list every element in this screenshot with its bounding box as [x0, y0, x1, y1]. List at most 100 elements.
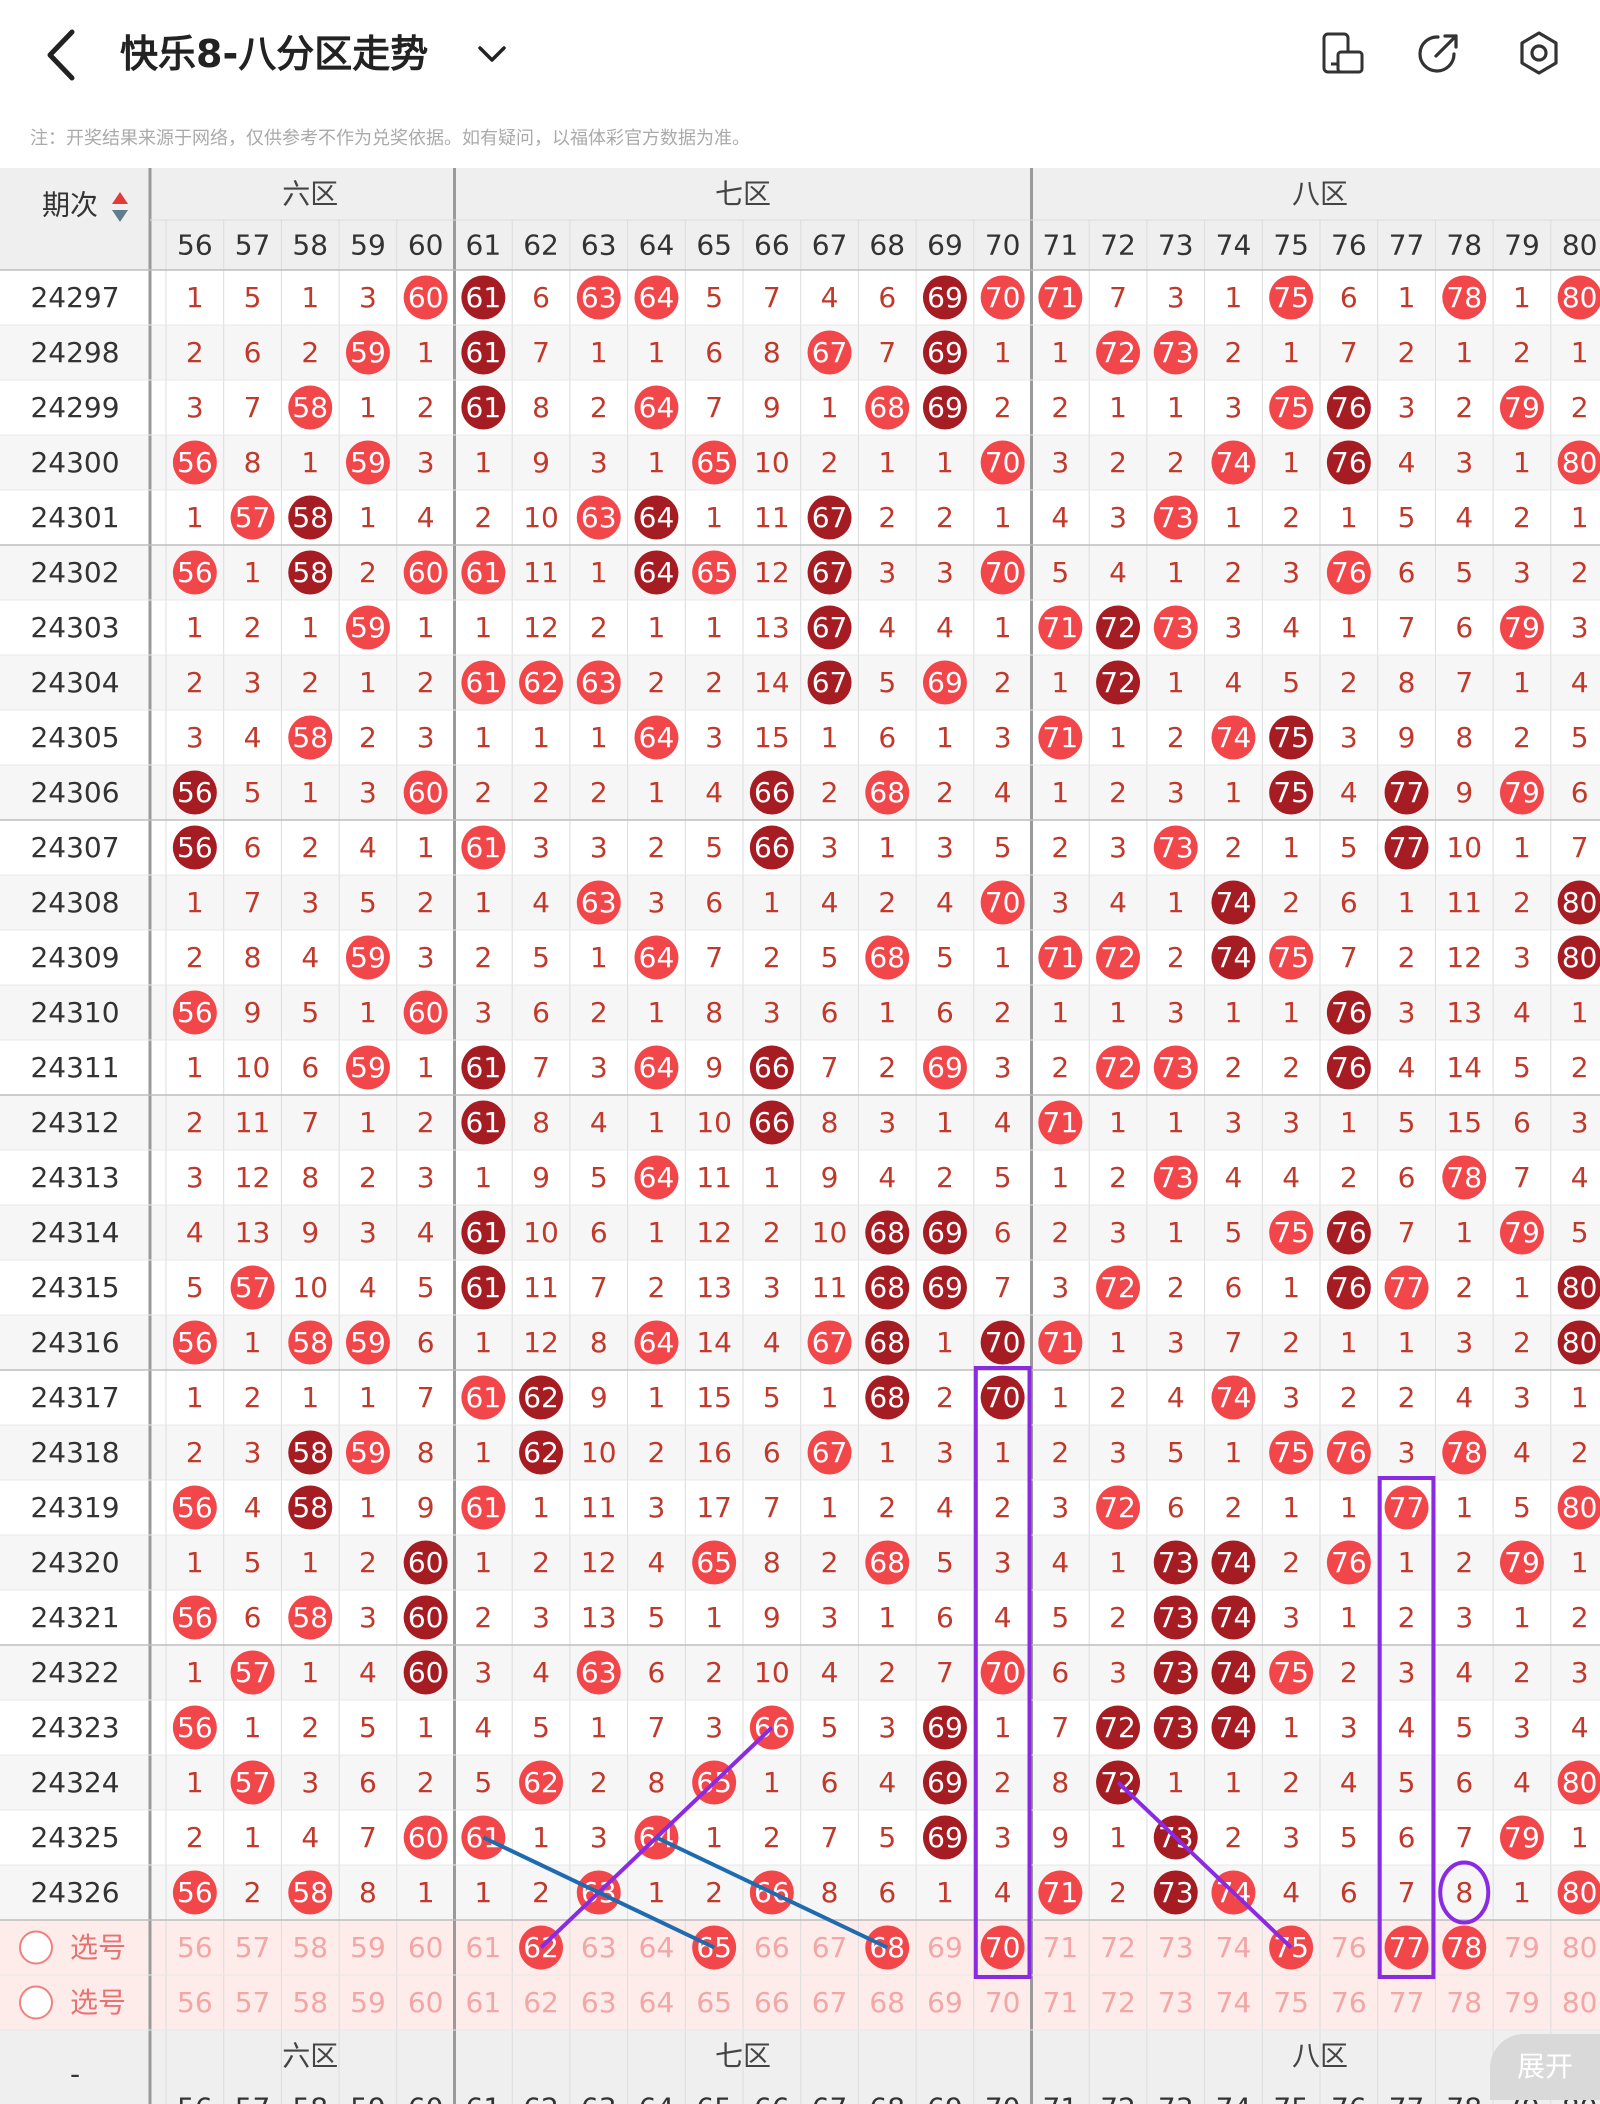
- select-row[interactable]: [0, 1920, 1600, 1975]
- drawn-number-ball: [345, 330, 390, 375]
- drawn-number-ball: [1326, 440, 1371, 485]
- drawn-number: 57: [235, 501, 271, 534]
- missing-count: 4: [994, 1601, 1012, 1634]
- sort-down-icon[interactable]: [112, 210, 128, 222]
- picked-number-ball[interactable]: [980, 1925, 1025, 1970]
- select-radio[interactable]: [19, 1985, 53, 2020]
- drawn-number: 73: [1158, 831, 1194, 864]
- missing-count: 9: [301, 1216, 319, 1249]
- drawn-number-ball: [749, 1100, 794, 1145]
- picked-number-ball[interactable]: [1384, 1925, 1429, 1970]
- missing-count: 1: [1340, 1491, 1358, 1524]
- picked-number: 77: [1389, 1931, 1425, 1964]
- select-number: 67: [812, 1931, 848, 1964]
- table-row: [0, 1865, 1600, 1920]
- missing-count: 8: [705, 996, 723, 1029]
- drawn-number-ball: [1096, 1485, 1141, 1530]
- drawn-number-ball: [1499, 1210, 1544, 1255]
- missing-count: 2: [1225, 831, 1243, 864]
- missing-count: 1: [474, 1161, 492, 1194]
- missing-count: 6: [1513, 1106, 1531, 1139]
- drawn-number: 60: [408, 776, 444, 809]
- settings-icon[interactable]: [1514, 28, 1564, 78]
- screen-rotate-icon[interactable]: [1318, 28, 1368, 78]
- trend-table[interactable]: 六区六区七区七区八区八区期次56565757585859596060616162…: [0, 168, 1600, 2104]
- select-number: 74: [1216, 1931, 1252, 1964]
- drawn-number-ball: [634, 1045, 679, 1090]
- missing-count: 4: [417, 501, 435, 534]
- drawn-number-ball: [1269, 715, 1314, 760]
- table-row: [0, 765, 1600, 820]
- drawn-number: 68: [869, 1381, 905, 1414]
- missing-count: 4: [244, 1491, 262, 1524]
- drawn-number: 62: [523, 1766, 559, 1799]
- picked-number-ball[interactable]: [1442, 1925, 1487, 1970]
- drawn-number: 75: [1273, 1436, 1309, 1469]
- drawn-number: 59: [350, 611, 386, 644]
- drawn-number: 69: [927, 336, 963, 369]
- missing-count: 5: [994, 1161, 1012, 1194]
- drawn-number: 63: [581, 281, 617, 314]
- missing-count: 2: [763, 1821, 781, 1854]
- drawn-number: 76: [1331, 446, 1367, 479]
- missing-count: 6: [821, 1766, 839, 1799]
- select-radio[interactable]: [19, 1930, 53, 1965]
- drawn-number-ball: [1096, 1045, 1141, 1090]
- missing-count: 4: [1109, 886, 1127, 919]
- missing-count: 14: [696, 1326, 732, 1359]
- missing-count: 1: [244, 556, 262, 589]
- missing-count: 1: [474, 1436, 492, 1469]
- drawn-number-ball: [980, 880, 1025, 925]
- period-cell: 24311: [30, 1051, 119, 1084]
- drawn-number: 72: [1100, 336, 1136, 369]
- drawn-number-ball: [403, 550, 448, 595]
- missing-count: 2: [1167, 1271, 1185, 1304]
- missing-count: 1: [417, 336, 435, 369]
- missing-count: 3: [1109, 501, 1127, 534]
- table-row: [0, 1370, 1600, 1425]
- select-number: 80: [1562, 1931, 1598, 1964]
- drawn-number: 61: [466, 556, 502, 589]
- period-cell: 24319: [30, 1491, 119, 1524]
- drawn-number: 56: [177, 776, 213, 809]
- select-row[interactable]: [0, 1975, 1600, 2030]
- missing-count: 2: [1571, 1436, 1589, 1469]
- drawn-number: 79: [1504, 776, 1540, 809]
- missing-count: 3: [1167, 281, 1185, 314]
- number-header: 70: [985, 229, 1021, 262]
- missing-count: 2: [1398, 1381, 1416, 1414]
- missing-count: 2: [821, 776, 839, 809]
- missing-count: 3: [994, 721, 1012, 754]
- picked-number: 70: [985, 1931, 1021, 1964]
- missing-count: 2: [1571, 556, 1589, 589]
- chevron-left-icon[interactable]: [38, 22, 88, 88]
- number-header: 75: [1273, 229, 1309, 262]
- missing-count: 4: [648, 1546, 666, 1579]
- drawn-number-ball: [519, 1430, 564, 1475]
- expand-button[interactable]: 展开: [1490, 2034, 1600, 2100]
- drawn-number: 64: [639, 1161, 675, 1194]
- missing-count: 3: [763, 1271, 781, 1304]
- missing-count: 7: [878, 336, 896, 369]
- trend-chart[interactable]: 六区六区七区七区八区八区期次56565757585859596060616162…: [0, 168, 1600, 2104]
- drawn-number-ball: [403, 990, 448, 1035]
- drawn-number-ball: [345, 605, 390, 650]
- missing-count: 2: [1109, 1876, 1127, 1909]
- missing-count: 6: [705, 886, 723, 919]
- drawn-number: 59: [350, 1326, 386, 1359]
- chevron-down-icon[interactable]: [472, 34, 512, 74]
- missing-count: 2: [417, 391, 435, 424]
- missing-count: 2: [1109, 776, 1127, 809]
- missing-count: 6: [1340, 886, 1358, 919]
- share-icon[interactable]: [1414, 28, 1464, 78]
- missing-count: 1: [1109, 1821, 1127, 1854]
- page-title[interactable]: 快乐8-八分区走势: [120, 32, 429, 76]
- zone-label: 七区: [715, 2040, 771, 2073]
- sort-up-icon[interactable]: [112, 192, 128, 204]
- missing-count: 7: [821, 1051, 839, 1084]
- drawn-number-ball: [634, 1320, 679, 1365]
- drawn-number: 76: [1331, 1216, 1367, 1249]
- missing-count: 1: [244, 1821, 262, 1854]
- missing-count: 2: [1455, 391, 1473, 424]
- missing-count: 1: [1398, 281, 1416, 314]
